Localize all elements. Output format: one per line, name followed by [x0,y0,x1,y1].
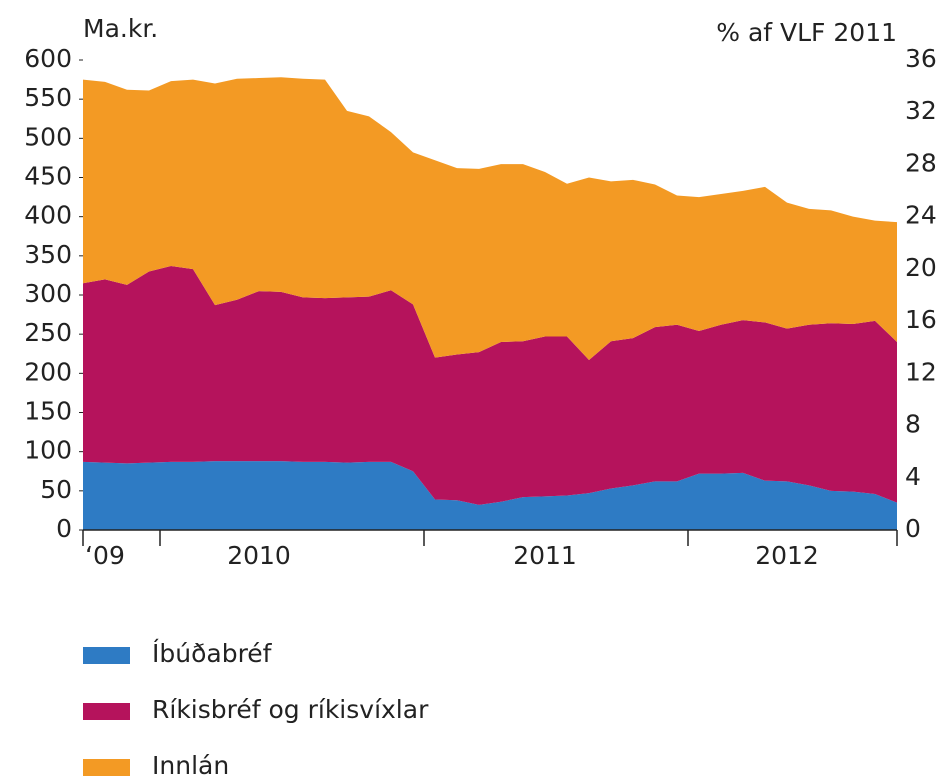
x-tick-label: 2010 [227,541,291,570]
y2-tick-label: 28 [905,148,937,177]
y2-tick-label: 0 [905,514,921,543]
area [83,461,897,530]
area [83,266,897,505]
y2-tick-label: 16 [905,305,937,334]
legend-swatch [83,703,130,720]
y-tick-label: 300 [24,279,72,308]
y-tick-label: 550 [24,83,72,112]
x-tick-label: 2011 [513,541,577,570]
y-axis-label: Ma.kr. [83,14,158,43]
x-tick-label: 2012 [755,541,819,570]
legend-label: Innlán [152,751,229,777]
y-tick-label: 450 [24,162,72,191]
y2-axis-label: % af VLF 2011 [716,18,897,47]
y2-tick-label: 24 [905,201,937,230]
x-tick-label: ‘09 [85,541,125,570]
y-tick-label: 100 [24,436,72,465]
y-tick-label: 0 [56,514,72,543]
y2-tick-label: 20 [905,253,937,282]
y-tick-label: 50 [40,475,72,504]
y-tick-label: 600 [24,44,72,73]
y-tick-label: 350 [24,240,72,269]
y2-tick-label: 12 [905,357,937,386]
area [83,77,897,361]
y-tick-label: 150 [24,397,72,426]
legend-swatch [83,759,130,776]
y2-tick-label: 8 [905,410,921,439]
legend-label: Íbúðabréf [152,639,273,668]
y-tick-label: 400 [24,201,72,230]
y2-tick-label: 32 [905,96,937,125]
legend-label: Ríkisbréf og ríkisvíxlar [152,695,429,724]
y-tick-label: 500 [24,122,72,151]
legend-swatch [83,647,130,664]
y2-tick-label: 4 [905,462,921,491]
y2-tick-label: 36 [905,44,937,73]
y-tick-label: 200 [24,357,72,386]
y-tick-label: 250 [24,318,72,347]
